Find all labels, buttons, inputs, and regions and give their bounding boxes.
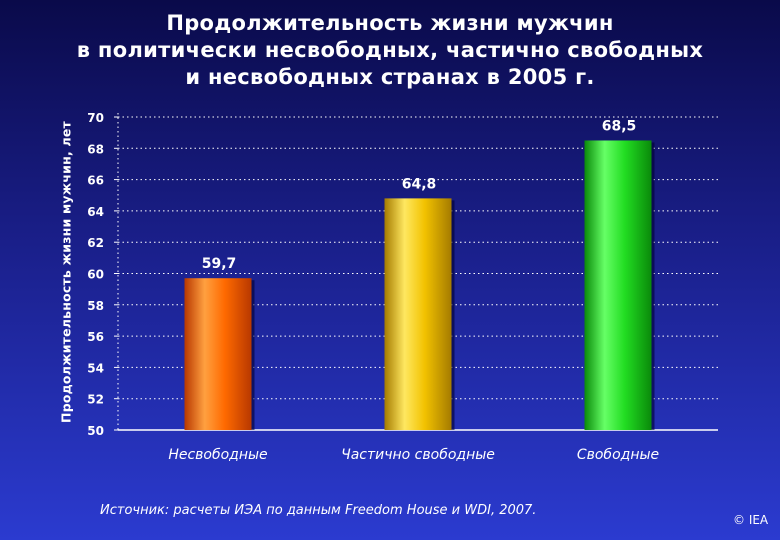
- y-tick-label: 62: [87, 236, 104, 250]
- y-tick-label: 50: [87, 424, 104, 438]
- data-label: 59,7: [202, 256, 237, 272]
- x-tick-label: Несвободные: [168, 447, 267, 463]
- copyright-note: © IEA: [733, 513, 769, 527]
- y-tick-label: 54: [87, 361, 104, 375]
- y-tick-label: 68: [87, 142, 104, 156]
- chart-title-line-1: Продолжительность жизни мужчин: [166, 11, 614, 35]
- y-tick-label: 64: [87, 205, 104, 219]
- bar-3: [584, 140, 652, 430]
- label-layer: 50 52 54 56 58 60 62 64 66 68 70 59,7 Несвободные 64,…: [87, 111, 659, 463]
- data-label: 64,8: [402, 176, 437, 192]
- chart-title-line-2: в политически несвободных, частично своб…: [76, 38, 704, 62]
- bar-2: [384, 198, 452, 430]
- source-note: Источник: расчеты ИЭА по данным Freedom …: [100, 503, 537, 518]
- chart-title: Продолжительность жизни мужчин в политич…: [0, 10, 780, 91]
- y-tick-label: 52: [87, 393, 104, 407]
- y-tick-label: 58: [87, 299, 104, 313]
- y-tick-label: 56: [87, 330, 104, 344]
- data-label: 68,5: [602, 118, 637, 134]
- y-tick-label: 66: [87, 174, 104, 188]
- y-tick-label: 60: [87, 268, 104, 282]
- chart-title-line-3: и несвободных странах в 2005 г.: [185, 65, 595, 89]
- bar-layer: [184, 140, 655, 430]
- y-tick-label: 70: [87, 111, 104, 125]
- x-tick-label: Частично свободные: [341, 447, 495, 463]
- bar-1: [184, 278, 252, 430]
- x-tick-label: Свободные: [577, 447, 659, 463]
